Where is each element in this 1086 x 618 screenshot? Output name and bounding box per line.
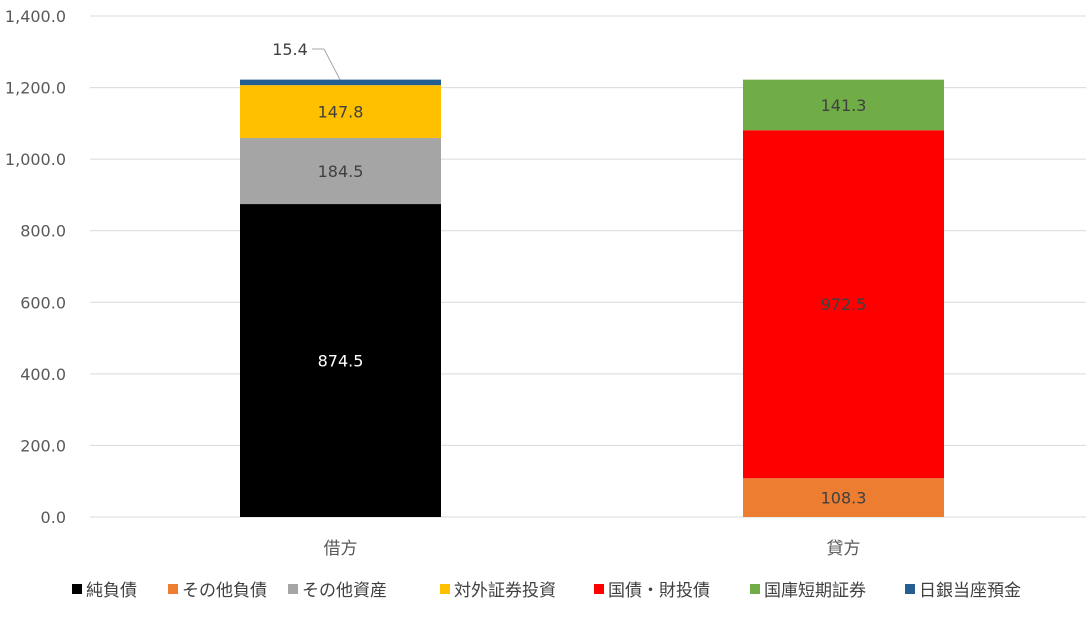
- callout-leader-line: [323, 48, 341, 80]
- y-tick-label: 1,400.0: [5, 7, 66, 26]
- y-tick-label: 400.0: [20, 365, 66, 384]
- bar-segment: [240, 204, 441, 517]
- data-label: 141.3: [821, 96, 867, 115]
- y-tick-label: 200.0: [20, 436, 66, 455]
- legend-swatch: [750, 584, 760, 594]
- bar-segment: [743, 79, 944, 131]
- bar-segment: [743, 130, 944, 479]
- bar-segments: [240, 79, 944, 517]
- legend: 純負債 その他負債 その他資産 対外証券投資 国債・財投債 国庫短期証券 日銀当座預金: [72, 581, 1021, 601]
- legend-label: 対外証券投資: [454, 581, 556, 601]
- y-axis-tick-labels: 0.0 200.0 400.0 600.0 800.0 1,000.0 1,200.0 1,4…: [5, 7, 66, 527]
- y-tick-label: 1,200.0: [5, 79, 66, 98]
- data-label: 874.5: [318, 352, 364, 371]
- legend-label: 国庫短期証券: [764, 581, 866, 601]
- y-tick-label: 800.0: [20, 222, 66, 241]
- legend-swatch: [594, 584, 604, 594]
- y-tick-label: 600.0: [20, 293, 66, 312]
- legend-label: 日銀当座預金: [919, 581, 1021, 601]
- legend-swatch: [905, 584, 915, 594]
- legend-label: その他資産: [302, 581, 387, 601]
- y-tick-label: 1,000.0: [5, 150, 66, 169]
- x-category-label: 貸方: [827, 539, 861, 559]
- data-labels: 874.5 184.5 147.8 15.4 108.3 972.5 141.3: [272, 40, 866, 508]
- bar-segment: [240, 138, 441, 205]
- x-axis-category-labels: 借方 貸方: [324, 539, 861, 559]
- data-label: 147.8: [318, 103, 364, 122]
- bar-segment: [240, 85, 441, 139]
- y-tick-label: 0.0: [41, 508, 66, 527]
- data-label: 972.5: [821, 295, 867, 314]
- data-label: 15.4: [272, 40, 308, 59]
- legend-swatch: [168, 584, 178, 594]
- legend-swatch: [72, 584, 82, 594]
- data-label: 184.5: [318, 162, 364, 181]
- legend-swatch: [288, 584, 298, 594]
- legend-swatch: [440, 584, 450, 594]
- legend-label: 国債・財投債: [608, 581, 710, 601]
- legend-label: 純負債: [86, 581, 137, 601]
- bar-segment: [240, 79, 441, 86]
- bar-segment: [743, 478, 944, 517]
- x-category-label: 借方: [324, 539, 358, 559]
- data-label: 108.3: [821, 489, 867, 508]
- legend-label: その他負債: [182, 581, 267, 601]
